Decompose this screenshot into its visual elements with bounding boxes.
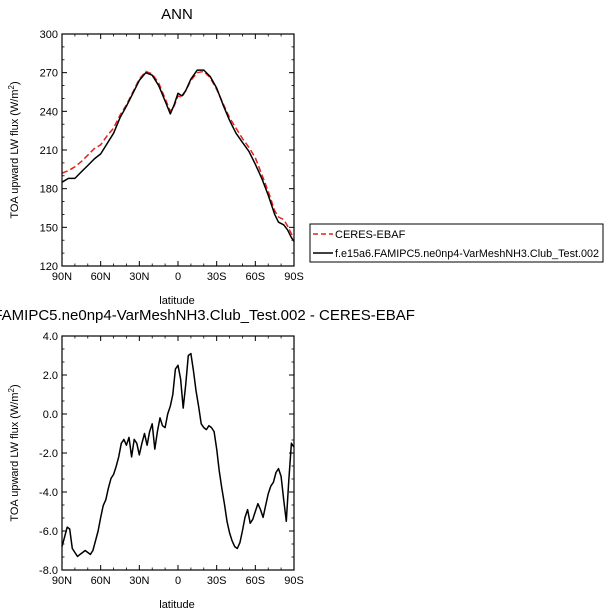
bottom-y-tick-label: -6.0 xyxy=(39,526,58,538)
bottom-chart-title: f.e15a6.FAMIPC5.ne0np4-VarMeshNH3.Club_T… xyxy=(0,307,415,324)
top-y-tick-label: 270 xyxy=(40,68,58,80)
legend-label-model: f.e15a6.FAMIPC5.ne0np4-VarMeshNH3.Club_T… xyxy=(335,248,599,260)
top-x-tick-label: 90S xyxy=(284,271,304,283)
top-chart-title: ANN xyxy=(161,6,193,23)
bottom-y-tick-label: 2.0 xyxy=(43,370,58,382)
bottom-x-tick-label: 0 xyxy=(175,575,181,587)
top-x-tick-label: 30N xyxy=(129,271,149,283)
bottom-y-axis-label: TOA upward LW flux (W/m2) xyxy=(7,384,21,521)
top-panel: ANN 90N 60N 30N 0 30S 60S 90S 120 150 180 210 240 27… xyxy=(7,6,304,307)
top-x-tick-label: 30S xyxy=(207,271,227,283)
bottom-panel: f.e15a6.FAMIPC5.ne0np4-VarMeshNH3.Club_T… xyxy=(0,307,415,611)
top-x-axis-label: latitude xyxy=(159,295,194,307)
legend-box xyxy=(309,223,604,263)
bottom-x-tick-label: 60S xyxy=(246,575,266,587)
top-x-tick-label: 60S xyxy=(246,271,266,283)
top-series-line-1 xyxy=(61,69,295,242)
top-series-line-0 xyxy=(61,70,295,239)
top-y-tick-label: 150 xyxy=(40,222,58,234)
bottom-y-tick-label: -4.0 xyxy=(39,487,58,499)
bottom-x-tick-label: 30S xyxy=(207,575,227,587)
bottom-x-axis-label: latitude xyxy=(159,599,194,611)
top-y-axis-label: TOA upward LW flux (W/m2) xyxy=(7,81,21,218)
top-y-tick-label: 210 xyxy=(40,145,58,157)
top-plot-frame xyxy=(61,33,295,267)
bottom-y-tick-label: 4.0 xyxy=(43,331,58,343)
bottom-y-tick-label: 0.0 xyxy=(43,409,58,421)
bottom-y-tick-label: -2.0 xyxy=(39,448,58,460)
bottom-x-tick-label: 60N xyxy=(91,575,111,587)
top-legend: CERES-EBAF f.e15a6.FAMIPC5.ne0np4-VarMes… xyxy=(309,223,604,263)
top-y-tick-label: 180 xyxy=(40,184,58,196)
bottom-series-line-0 xyxy=(61,352,295,558)
legend-label-ceres: CERES-EBAF xyxy=(335,229,406,241)
bottom-x-tick-label: 90S xyxy=(284,575,304,587)
top-x-tick-label: 90N xyxy=(52,271,72,283)
top-y-tick-label: 120 xyxy=(40,261,58,273)
bottom-x-tick-label: 30N xyxy=(129,575,149,587)
top-y-tick-label: 300 xyxy=(40,29,58,41)
top-x-tick-label: 60N xyxy=(91,271,111,283)
top-x-tick-label: 0 xyxy=(175,271,181,283)
bottom-y-tick-label: -8.0 xyxy=(39,565,58,577)
bottom-x-tick-label: 90N xyxy=(52,575,72,587)
top-y-tick-label: 240 xyxy=(40,106,58,118)
